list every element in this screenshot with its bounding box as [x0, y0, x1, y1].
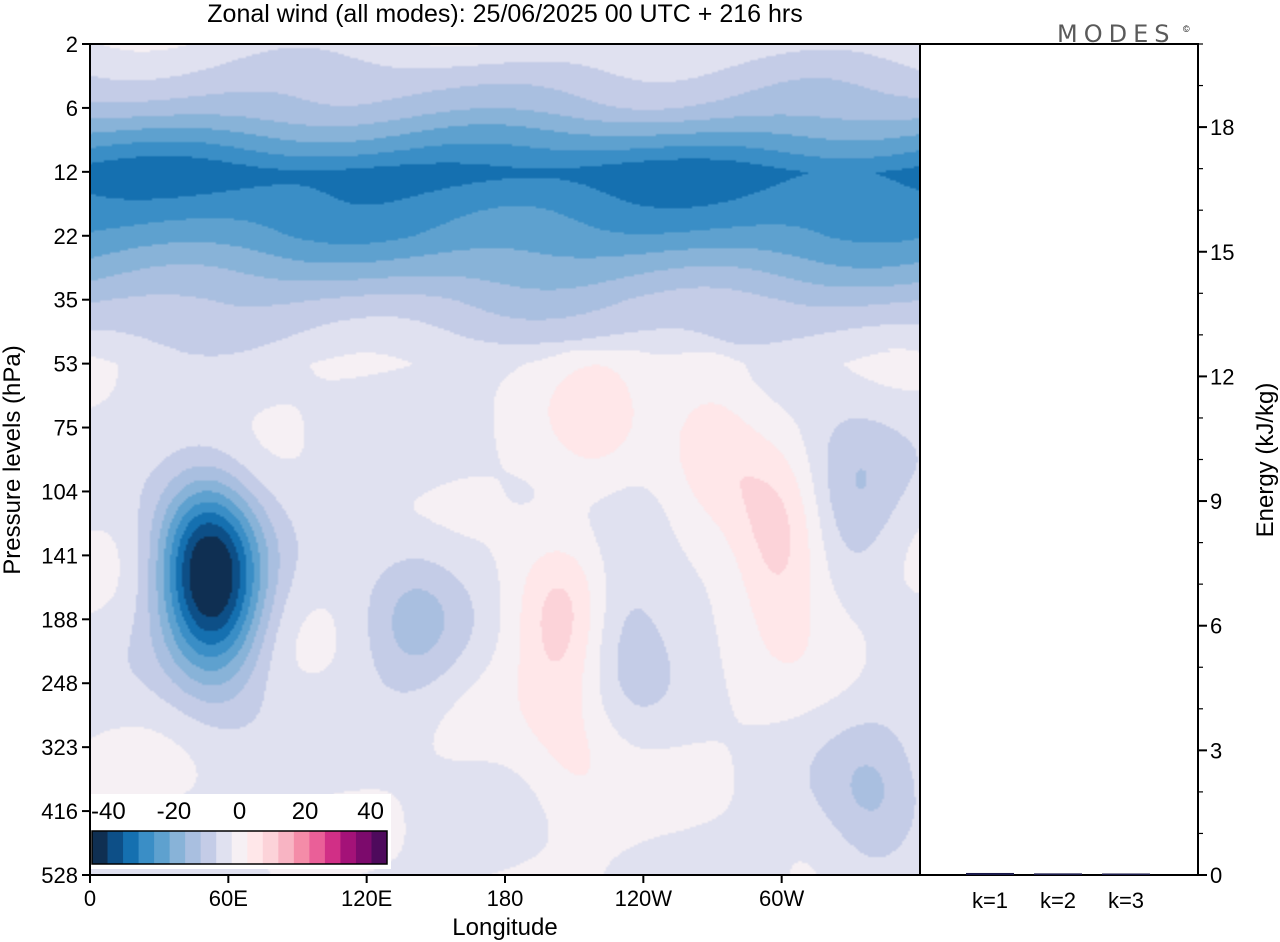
y-tick-label: 12 [54, 160, 78, 185]
y-tick-label: 6 [66, 96, 78, 121]
energy-axis-label: Energy (kJ/kg) [1252, 383, 1279, 538]
y-tick-label: 528 [41, 863, 78, 888]
y-tick-label: 141 [41, 543, 78, 568]
energy-tick-label: 15 [1210, 240, 1234, 265]
energy-tick-label: 6 [1210, 614, 1222, 639]
colorbar-tick-label: -40 [91, 798, 126, 825]
chart-title: Zonal wind (all modes): 25/06/2025 00 UT… [207, 0, 802, 28]
brand-mark: © [1183, 24, 1190, 34]
y-tick-label: 22 [54, 224, 78, 249]
energy-tick-label: 12 [1210, 364, 1234, 389]
colorbar: -40 -20 0 20 40 [88, 794, 391, 869]
energy-category-label: k=3 [1108, 888, 1144, 913]
y-tick-label: 75 [54, 416, 78, 441]
y-axis-label: Pressure levels (hPa) [0, 345, 26, 574]
y-tick-label: 323 [41, 735, 78, 760]
colorbar-swatch [107, 831, 124, 864]
colorbar-swatch [231, 831, 248, 864]
y-tick-label: 416 [41, 799, 78, 824]
energy-bar-k2 [1034, 873, 1082, 875]
x-tick-label: 60W [759, 886, 804, 911]
colorbar-swatch [371, 831, 388, 864]
y-tick-label: 2 [66, 32, 78, 57]
energy-tick-label: 18 [1210, 115, 1234, 140]
y-tick-label: 188 [41, 607, 78, 632]
colorbar-swatch [154, 831, 171, 864]
energy-axes: 0 3 6 9 12 15 18 [1198, 43, 1234, 888]
y-tick-label: 248 [41, 671, 78, 696]
colorbar-swatch [123, 831, 140, 864]
y-tick-label: 35 [54, 288, 78, 313]
x-axis-label: Longitude [452, 914, 557, 941]
colorbar-swatch [185, 831, 202, 864]
energy-category-label: k=2 [1040, 888, 1076, 913]
colorbar-tick-label: -20 [157, 798, 192, 825]
x-tick-label: 0 [84, 886, 96, 911]
heatmap-field [90, 44, 920, 875]
colorbar-swatch [324, 831, 341, 864]
colorbar-swatch [262, 831, 279, 864]
x-tick-label: 120W [615, 886, 673, 911]
y-tick-label: 104 [41, 479, 78, 504]
colorbar-swatch [355, 831, 372, 864]
energy-bar-k1 [966, 872, 1014, 875]
energy-tick-label: 0 [1210, 863, 1222, 888]
energy-panel [919, 43, 1199, 876]
colorbar-swatch [92, 831, 109, 864]
x-tick-label: 60E [209, 886, 248, 911]
x-tick-label: 120E [341, 886, 392, 911]
energy-bars: k=1 k=2 k=3 [966, 872, 1150, 913]
heatmap-plot [90, 44, 920, 875]
colorbar-swatch [169, 831, 186, 864]
y-tick-label: 53 [54, 352, 78, 377]
energy-bar-k3 [1102, 873, 1150, 875]
colorbar-swatch [340, 831, 357, 864]
colorbar-swatch [216, 831, 233, 864]
colorbar-tick-label: 40 [357, 798, 384, 825]
colorbar-tick-label: 20 [292, 798, 319, 825]
energy-category-label: k=1 [972, 888, 1008, 913]
colorbar-tick-label: 0 [233, 798, 246, 825]
energy-tick-label: 9 [1210, 489, 1222, 514]
colorbar-swatch [200, 831, 217, 864]
colorbar-frame [91, 830, 388, 865]
energy-tick-label: 3 [1210, 738, 1222, 763]
colorbar-swatch [247, 831, 264, 864]
colorbar-swatch [138, 831, 155, 864]
colorbar-swatch [293, 831, 310, 864]
colorbar-swatch [309, 831, 326, 864]
x-tick-label: 180 [487, 886, 524, 911]
colorbar-swatch [278, 831, 295, 864]
